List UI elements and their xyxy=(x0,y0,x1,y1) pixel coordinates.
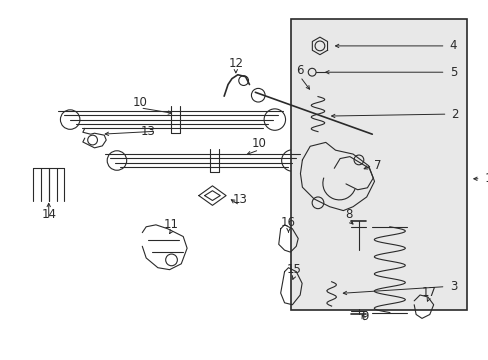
Text: 2: 2 xyxy=(450,108,458,121)
Text: 16: 16 xyxy=(281,216,295,229)
Text: 6: 6 xyxy=(296,64,304,77)
Text: 7: 7 xyxy=(374,159,381,172)
Text: 12: 12 xyxy=(228,57,243,69)
Text: 11: 11 xyxy=(163,218,179,231)
Bar xyxy=(345,250,371,309)
Text: 15: 15 xyxy=(286,263,301,276)
Text: 10: 10 xyxy=(133,95,147,108)
Text: 1: 1 xyxy=(483,172,488,185)
Text: 4: 4 xyxy=(449,39,456,53)
Text: 10: 10 xyxy=(251,138,266,150)
Text: 13: 13 xyxy=(141,125,155,138)
Text: 13: 13 xyxy=(232,193,246,206)
Text: 14: 14 xyxy=(41,208,56,221)
Text: 9: 9 xyxy=(361,310,368,323)
Text: 8: 8 xyxy=(345,208,352,221)
Bar xyxy=(290,19,466,310)
Text: 3: 3 xyxy=(449,280,456,293)
Text: 5: 5 xyxy=(449,66,456,79)
Text: 17: 17 xyxy=(421,285,435,298)
